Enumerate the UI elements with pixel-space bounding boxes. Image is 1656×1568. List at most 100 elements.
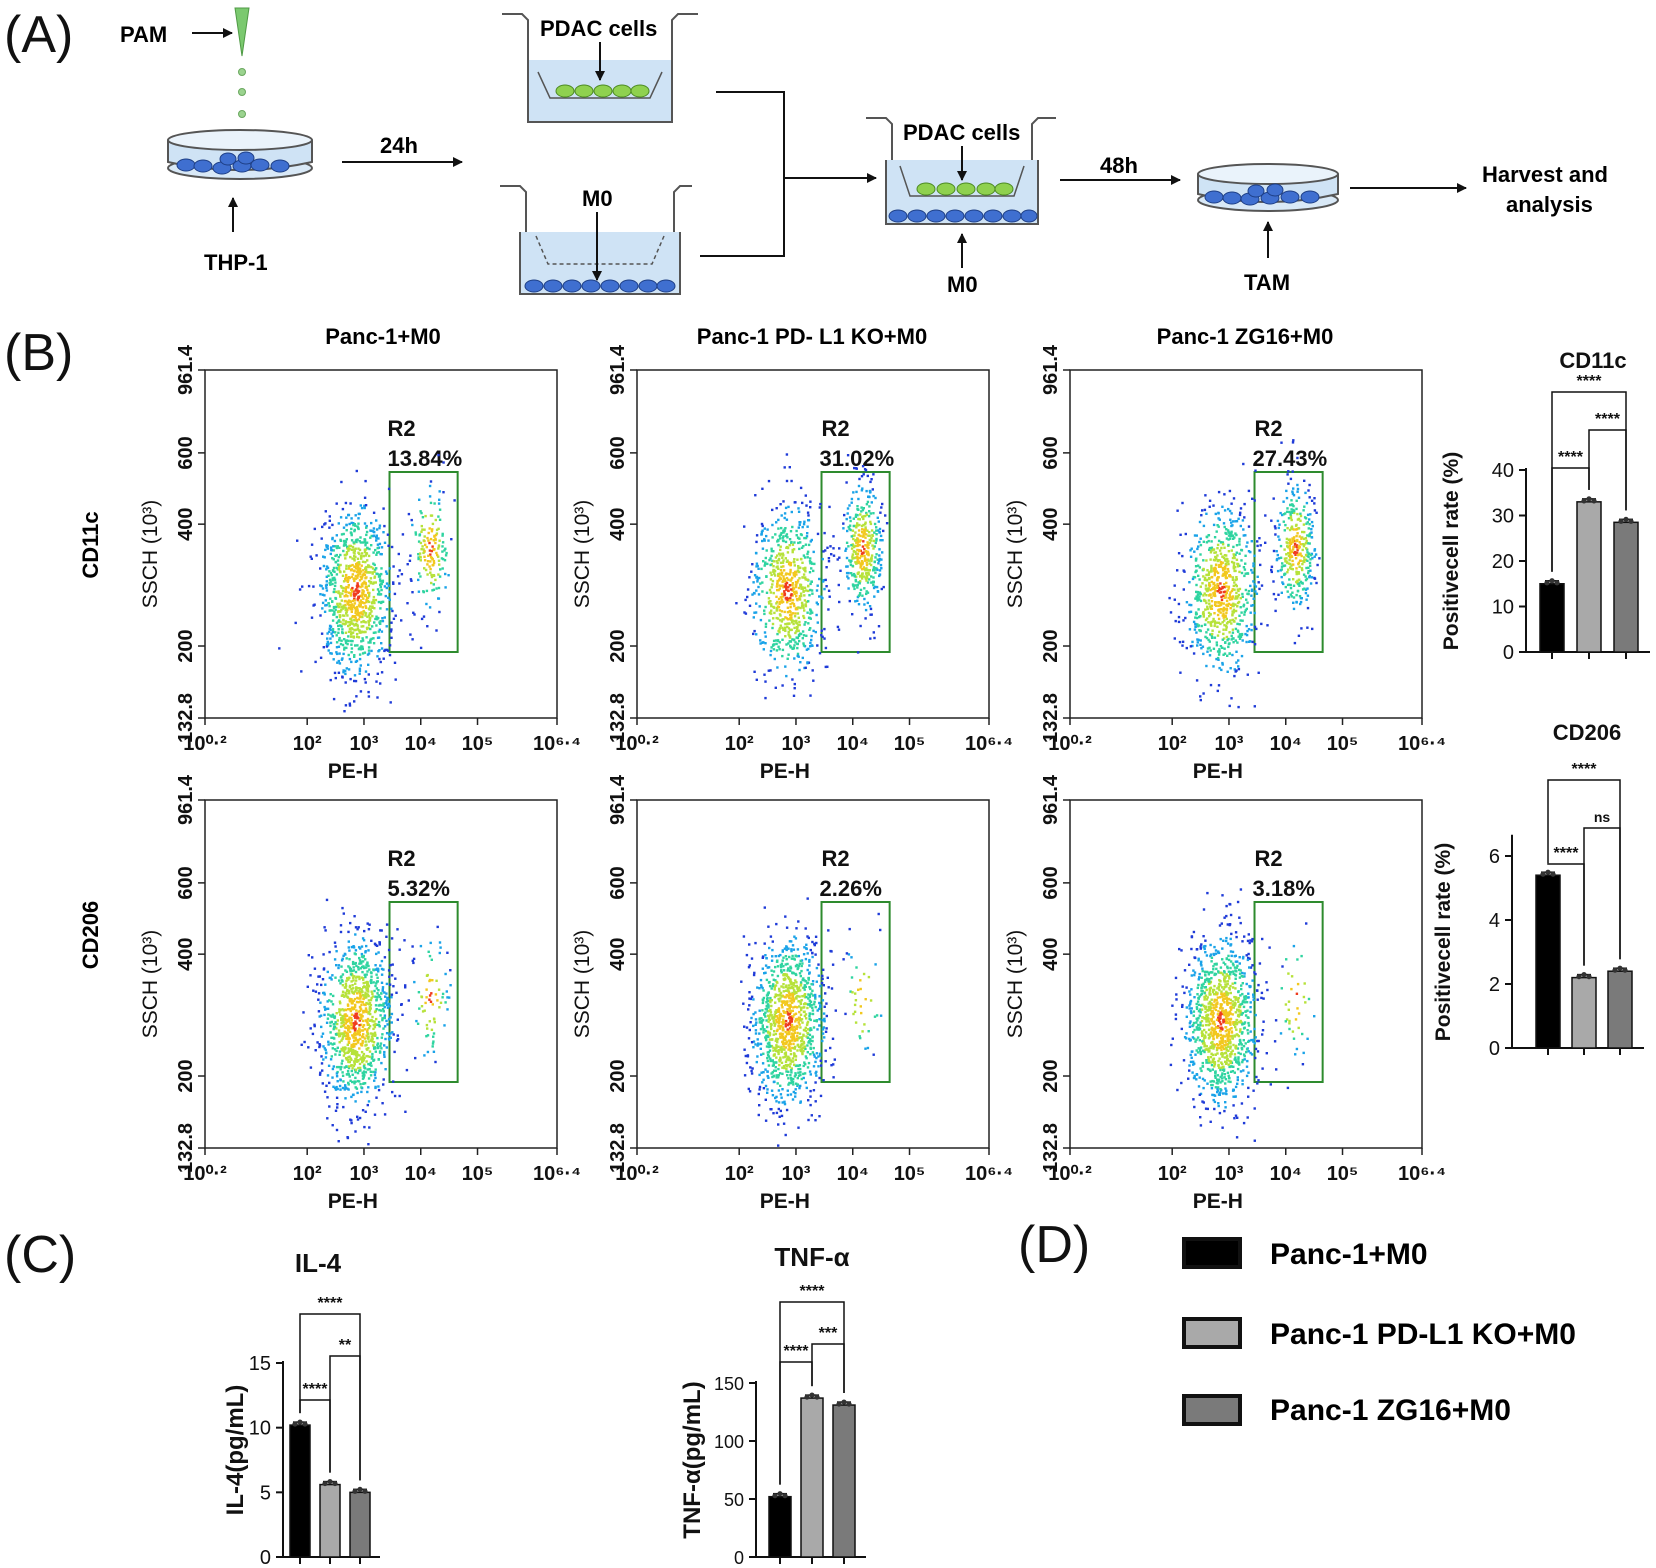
event-dot: [853, 534, 856, 537]
event-dot: [808, 1029, 812, 1032]
event-dot: [762, 560, 765, 563]
event-dot: [1244, 632, 1247, 636]
event-dot: [859, 624, 862, 628]
event-dot: [330, 1036, 333, 1039]
event-dot: [361, 589, 364, 592]
event-dot: [1304, 517, 1308, 520]
event-dot: [1241, 639, 1244, 642]
event-dot: [1208, 646, 1211, 649]
event-dot: [821, 635, 824, 638]
event-dot: [774, 1096, 777, 1100]
event-dot: [802, 554, 806, 557]
event-dot: [350, 521, 353, 525]
event-dot: [776, 561, 779, 565]
event-dot: [335, 964, 338, 967]
event-dot: [860, 524, 864, 528]
event-dot: [349, 677, 352, 681]
event-dot: [809, 562, 812, 565]
event-dot: [1221, 566, 1225, 570]
event-dot: [765, 534, 768, 538]
event-dot: [1277, 535, 1280, 538]
event-dot: [380, 588, 383, 592]
event-dot: [378, 578, 382, 581]
event-dots: [1168, 439, 1321, 709]
event-dot: [1200, 514, 1203, 517]
event-dot: [866, 545, 869, 549]
event-dot: [347, 579, 350, 582]
event-dot: [768, 611, 772, 615]
event-dot: [371, 605, 374, 608]
event-dot: [1280, 575, 1283, 579]
event-dot: [345, 516, 348, 519]
event-dot: [331, 1043, 334, 1046]
x-tick-label: 10⁵: [894, 1163, 926, 1185]
event-dot: [779, 991, 783, 995]
event-dot: [885, 522, 889, 525]
event-dot: [754, 611, 758, 614]
event-dot: [350, 1058, 353, 1062]
event-dot: [362, 569, 365, 572]
event-dot: [758, 1032, 761, 1035]
flow-plot-frame: [1069, 369, 1423, 719]
event-dot: [374, 581, 377, 584]
event-dot: [417, 991, 421, 994]
event-dot: [1231, 576, 1235, 579]
event-dot: [349, 617, 353, 620]
event-dot: [1251, 497, 1254, 500]
event-dot: [296, 539, 299, 542]
event-dot: [1307, 527, 1310, 530]
event-dot: [366, 1032, 370, 1036]
event-dot: [1236, 622, 1239, 626]
event-dot: [852, 517, 855, 520]
event-dot: [412, 611, 415, 614]
event-dot: [873, 560, 876, 564]
event-dot: [770, 1027, 773, 1031]
event-dot: [1215, 657, 1218, 661]
event-dot: [325, 544, 328, 547]
event-dot: [785, 546, 788, 549]
event-dot: [880, 567, 883, 570]
event-dot: [343, 1066, 346, 1069]
event-dot: [878, 557, 882, 561]
event-dot: [443, 559, 447, 562]
event-dot: [856, 505, 859, 508]
event-dot: [782, 1122, 786, 1125]
event-dot: [360, 557, 363, 560]
event-dot: [333, 539, 337, 543]
event-dot: [809, 1103, 812, 1107]
event-dot: [367, 1040, 370, 1043]
event-dot: [367, 564, 370, 567]
event-dot: [1234, 603, 1237, 606]
event-dot: [785, 586, 788, 589]
event-dot: [750, 957, 754, 960]
event-dot: [349, 921, 352, 925]
event-dot: [356, 570, 359, 574]
event-dot: [1241, 595, 1244, 598]
event-dot: [859, 987, 862, 991]
event-dot: [864, 1047, 867, 1050]
event-dot: [802, 545, 805, 548]
event-dot: [347, 668, 351, 671]
event-dot: [428, 541, 431, 545]
event-dot: [372, 1070, 375, 1074]
event-dot: [1210, 576, 1213, 579]
event-dot: [390, 1012, 394, 1016]
event-dot: [347, 513, 351, 517]
event-dot: [342, 1023, 346, 1027]
event-dot: [812, 629, 815, 633]
event-dot: [769, 557, 772, 560]
event-dot: [802, 1046, 805, 1050]
event-dot: [376, 980, 379, 983]
event-dot: [1221, 638, 1224, 641]
event-dot: [861, 562, 864, 566]
event-dot: [1216, 625, 1219, 628]
event-dot: [361, 990, 364, 993]
event-dot: [761, 1024, 764, 1027]
event-dot: [1203, 576, 1207, 580]
event-dot: [763, 631, 767, 634]
event-dot: [755, 589, 758, 592]
event-dot: [1210, 546, 1213, 550]
event-dot: [354, 933, 357, 936]
event-dot: [371, 1020, 374, 1023]
event-dot: [380, 546, 384, 549]
